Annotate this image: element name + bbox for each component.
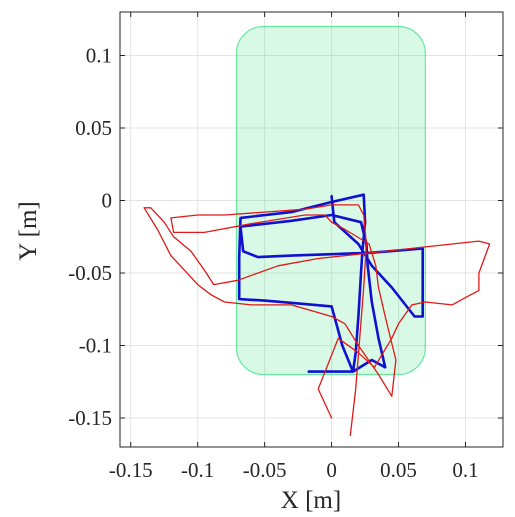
y-tick-label: 0.05 xyxy=(75,116,112,140)
series-layer xyxy=(143,193,491,437)
y-tick-label: 0.1 xyxy=(86,44,112,68)
y-tick-label: 0 xyxy=(102,189,113,213)
x-axis-title: X [m] xyxy=(281,487,341,514)
x-tick-label: 0 xyxy=(326,458,337,482)
blue-trajectory-line xyxy=(237,193,424,373)
plot-area-frame xyxy=(119,11,504,448)
y-tick-label: -0.15 xyxy=(68,406,112,430)
axis-layer: -0.15 -0.1 -0.05 0 0.05 0.1 -0.15 -0.1 -0.05 0 0.0… xyxy=(68,12,503,482)
y-axis-title: Y [m] xyxy=(15,201,42,260)
grid-layer xyxy=(120,12,503,447)
x-tick-label: -0.05 xyxy=(243,458,287,482)
x-tick-label: -0.15 xyxy=(109,458,153,482)
y-tick-label: -0.1 xyxy=(79,334,112,358)
red-trajectory-line xyxy=(143,204,491,437)
x-tick-label: -0.1 xyxy=(181,458,214,482)
x-tick-label: 0.05 xyxy=(380,458,417,482)
x-tick-label: 0.1 xyxy=(452,458,478,482)
y-tick-label: -0.05 xyxy=(68,261,112,285)
